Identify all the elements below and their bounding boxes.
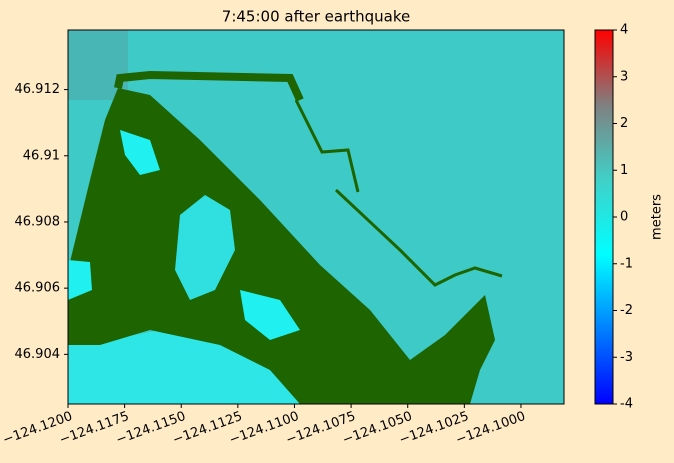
y-tick-label: 46.908 — [15, 214, 61, 229]
colorbar-tick-label: 2 — [620, 116, 628, 131]
lagoon — [68, 260, 92, 300]
breakwater — [294, 99, 360, 193]
y-tick-label: 46.91 — [23, 148, 60, 163]
colorbar-tick-label: 3 — [620, 69, 628, 84]
colorbar-label: meters — [650, 194, 665, 240]
lagoon — [120, 130, 160, 175]
shallow-water — [68, 330, 300, 404]
lagoon — [175, 195, 235, 300]
chart-title: 7:45:00 after earthquake — [222, 8, 410, 26]
colorbar-tick-label: 4 — [620, 23, 628, 38]
colorbar-tick-label: 0 — [620, 210, 628, 225]
y-tick-label: 46.904 — [15, 347, 61, 362]
colorbar-tick-label: -3 — [620, 350, 633, 365]
y-tick-label: 46.912 — [15, 82, 61, 97]
colorbar — [594, 29, 614, 405]
breakwater — [334, 188, 503, 287]
lagoon — [240, 290, 300, 340]
jetty — [114, 70, 304, 102]
colorbar-tick-label: -1 — [620, 256, 633, 271]
colorbar-tick-label: -2 — [620, 303, 633, 318]
colorbar-tick-label: -4 — [620, 397, 633, 412]
axes-frame — [67, 29, 565, 405]
land — [68, 88, 495, 404]
y-tick-label: 46.906 — [15, 281, 61, 296]
colorbar-tick-label: 1 — [620, 163, 628, 178]
map-raster — [68, 30, 564, 404]
